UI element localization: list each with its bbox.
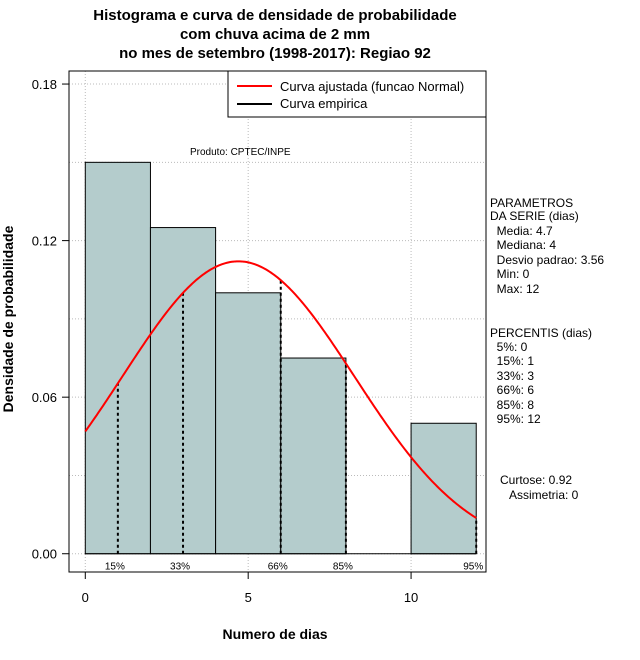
- histogram-bar: [280, 357, 347, 555]
- title-line-1: Histograma e curva de densidade de proba…: [93, 7, 456, 24]
- percentile-line: 15%: 1: [490, 354, 534, 368]
- y-tick-label: 0.06: [32, 390, 57, 405]
- product-annotation: Produto: CPTEC/INPE: [190, 147, 291, 158]
- param-line: PARAMETROS: [490, 196, 573, 210]
- assimetria-label: Assimetria: 0: [509, 488, 579, 502]
- y-tick-label: 0.00: [32, 547, 57, 562]
- percentile-label: 85%: [333, 562, 353, 573]
- legend-empirical-label: Curva empirica: [280, 96, 368, 111]
- percentile-line: 33%: 3: [490, 369, 534, 383]
- percentile-label: 95%: [463, 562, 483, 573]
- param-line: Media: 4.7: [490, 224, 553, 238]
- percentile-label: 33%: [170, 562, 190, 573]
- x-tick-label: 10: [404, 590, 418, 605]
- param-line: Desvio padrao: 3.56: [490, 253, 604, 267]
- legend-box: [227, 70, 487, 118]
- param-line: Max: 12: [490, 282, 540, 296]
- title-line-2: com chuva acima de 2 mm: [180, 26, 370, 43]
- x-tick-label: 5: [245, 590, 252, 605]
- histogram-bar: [215, 292, 282, 555]
- param-line: Mediana: 4: [490, 238, 556, 252]
- curtose-label: Curtose: 0.92: [500, 473, 572, 487]
- histogram-bar: [84, 161, 151, 555]
- percentile-line: 95%: 12: [490, 412, 541, 426]
- histogram-bars: [84, 161, 477, 555]
- fitted-curve-layer: [84, 260, 477, 519]
- legend-fitted-label: Curva ajustada (funcao Normal): [280, 79, 464, 94]
- percentile-label: 66%: [268, 562, 288, 573]
- param-line: DA SERIE (dias): [490, 209, 579, 223]
- percentile-markers: 15% 33% 66% 85% 95%: [105, 280, 483, 573]
- fitted-normal-curve: [84, 260, 477, 519]
- side-panel-parameters: PARAMETROS DA SERIE (dias) Media: 4.7 Me…: [490, 196, 604, 296]
- percentile-line: 5%: 0: [490, 340, 528, 354]
- legend: Curva ajustada (funcao Normal) Curva emp…: [227, 70, 487, 118]
- percentile-line: 66%: 6: [490, 383, 534, 397]
- x-axis-label: Numero de dias: [222, 626, 327, 642]
- y-axis-label: Densidade de probabilidade: [0, 225, 16, 412]
- y-tick-label: 0.12: [32, 234, 57, 249]
- chart-title: Histograma e curva de densidade de proba…: [93, 7, 456, 62]
- histogram-bar: [410, 422, 477, 555]
- percentile-label: 15%: [105, 562, 125, 573]
- percentile-line: PERCENTIS (dias): [490, 326, 592, 340]
- title-line-3: no mes de setembro (1998-2017): Regiao 9…: [119, 45, 431, 62]
- percentile-line: 85%: 8: [490, 398, 534, 412]
- side-panel-percentiles: PERCENTIS (dias) 5%: 0 15%: 1 33%: 3 66%…: [490, 326, 592, 426]
- x-tick-label: 0: [82, 590, 89, 605]
- y-tick-label: 0.18: [32, 77, 57, 92]
- param-line: Min: 0: [490, 267, 530, 281]
